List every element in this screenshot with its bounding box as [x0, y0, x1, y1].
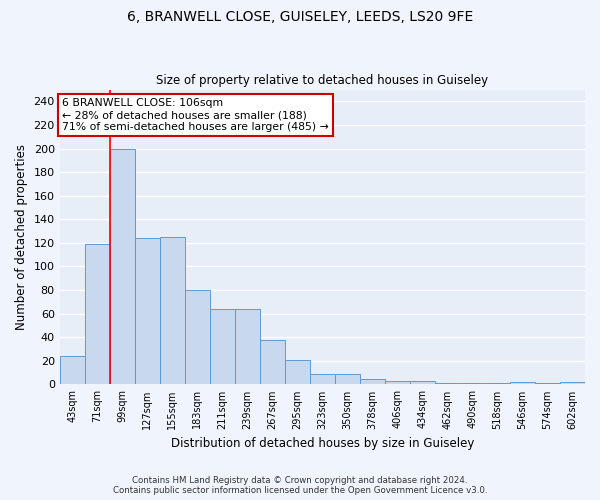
- Bar: [410, 381, 435, 384]
- Bar: [59, 356, 85, 384]
- Bar: [235, 309, 260, 384]
- Bar: [360, 378, 385, 384]
- Bar: [560, 382, 585, 384]
- X-axis label: Distribution of detached houses by size in Guiseley: Distribution of detached houses by size …: [170, 437, 474, 450]
- Bar: [135, 238, 160, 384]
- Bar: [335, 374, 360, 384]
- Title: Size of property relative to detached houses in Guiseley: Size of property relative to detached ho…: [156, 74, 488, 87]
- Text: Contains HM Land Registry data © Crown copyright and database right 2024.
Contai: Contains HM Land Registry data © Crown c…: [113, 476, 487, 495]
- Bar: [385, 381, 410, 384]
- Bar: [85, 244, 110, 384]
- Bar: [185, 290, 210, 384]
- Bar: [285, 360, 310, 384]
- Bar: [510, 382, 535, 384]
- Y-axis label: Number of detached properties: Number of detached properties: [15, 144, 28, 330]
- Bar: [260, 340, 285, 384]
- Bar: [310, 374, 335, 384]
- Text: 6, BRANWELL CLOSE, GUISELEY, LEEDS, LS20 9FE: 6, BRANWELL CLOSE, GUISELEY, LEEDS, LS20…: [127, 10, 473, 24]
- Bar: [210, 309, 235, 384]
- Bar: [110, 148, 135, 384]
- Text: 6 BRANWELL CLOSE: 106sqm
← 28% of detached houses are smaller (188)
71% of semi-: 6 BRANWELL CLOSE: 106sqm ← 28% of detach…: [62, 98, 329, 132]
- Bar: [160, 237, 185, 384]
